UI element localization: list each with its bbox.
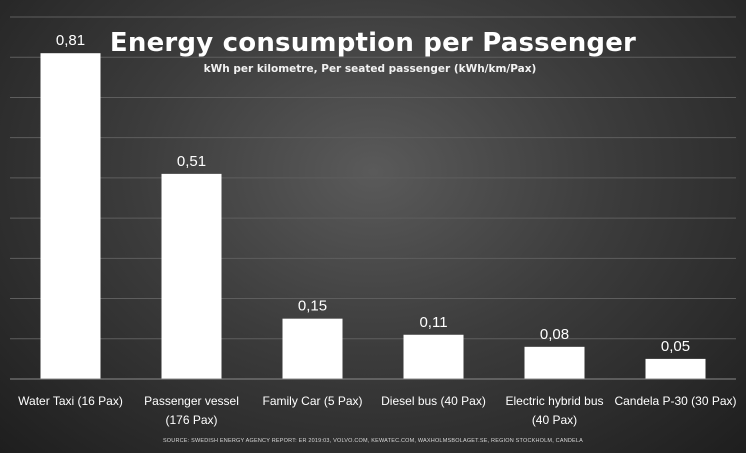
category-label: Water Taxi (16 Pax)	[18, 394, 123, 408]
bar-value-label: 0,05	[661, 338, 690, 355]
category-label: Diesel bus (40 Pax)	[381, 394, 486, 408]
category-label: Electric hybrid bus	[505, 394, 603, 408]
bar-value-label: 0,11	[419, 314, 447, 331]
chart-title: Energy consumption per Passenger	[109, 28, 637, 58]
bar-value-label: 0,51	[177, 153, 206, 170]
bar	[524, 346, 585, 379]
bar	[282, 318, 343, 379]
bar	[40, 53, 101, 379]
bar-value-label: 0,08	[540, 326, 569, 343]
category-label: Passenger vessel	[144, 394, 239, 408]
category-label: (40 Pax)	[532, 413, 577, 427]
category-label: Family Car (5 Pax)	[262, 394, 362, 408]
chart-subtitle: kWh per kilometre, Per seated passenger …	[203, 63, 537, 75]
bar	[161, 173, 222, 379]
source-note: SOURCE: SWEDISH ENERGY AGENCY REPORT: ER…	[162, 438, 584, 444]
bar-value-label: 0,15	[298, 298, 327, 315]
bar-value-label: 0,81	[56, 32, 85, 49]
bar	[403, 334, 464, 379]
category-label: Candela P-30 (30 Pax)	[614, 394, 736, 408]
category-label: (176 Pax)	[165, 413, 217, 427]
bar	[645, 358, 706, 379]
